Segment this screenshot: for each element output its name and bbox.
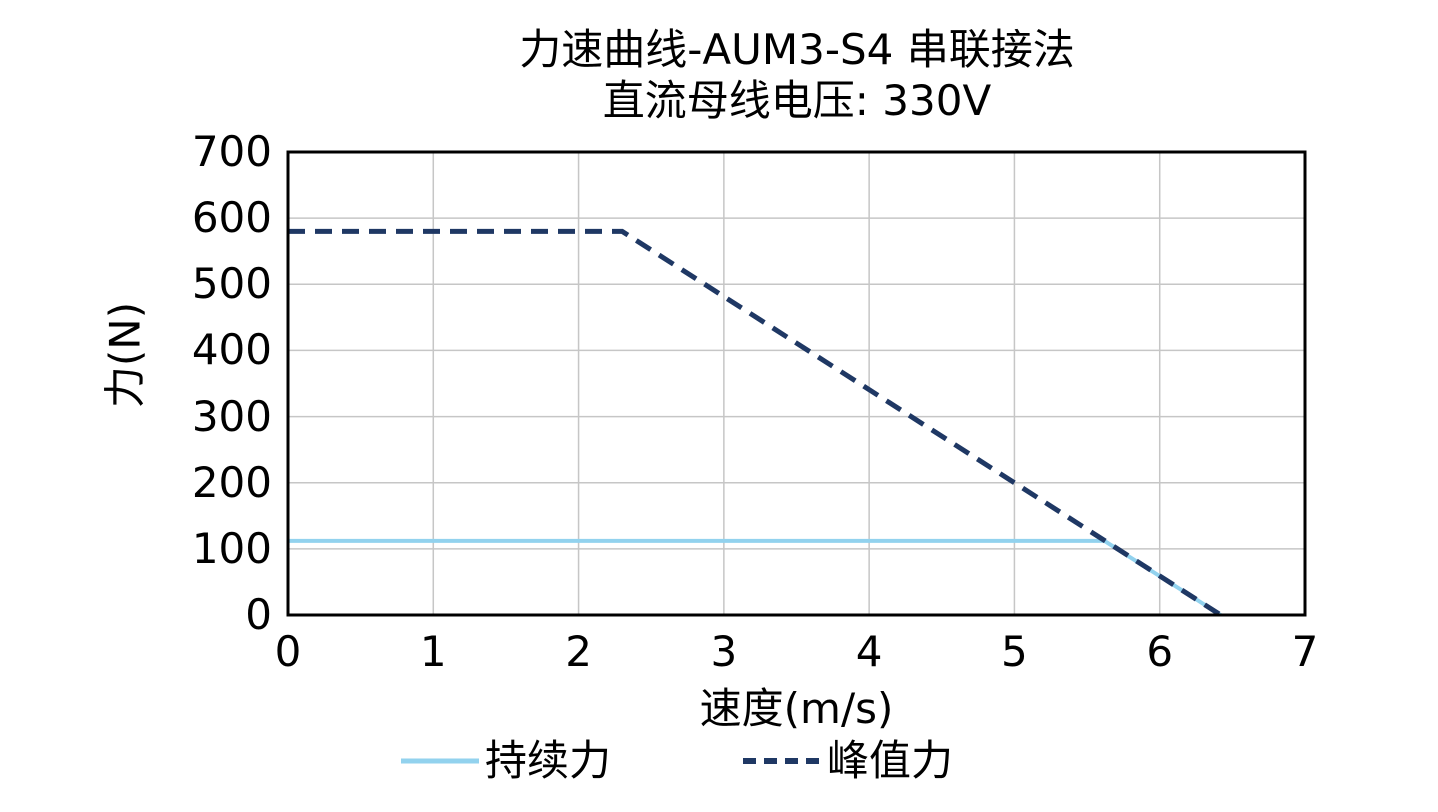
x-tick-label: 1 xyxy=(419,627,447,676)
y-tick-label: 100 xyxy=(191,523,272,573)
y-axis-tick-labels: 0 100 200 300 400 500 600 700 xyxy=(150,131,272,636)
y-tick-label: 200 xyxy=(191,457,272,507)
x-axis-tick-labels: 0 1 2 3 4 5 6 7 xyxy=(275,627,1319,677)
y-tick-label: 600 xyxy=(191,193,272,243)
y-tick-label: 500 xyxy=(191,259,272,309)
plot-border xyxy=(286,150,1307,617)
legend-item-continuous-force: 持续力 xyxy=(400,736,611,785)
legend: 持续力 峰值力 xyxy=(0,740,1396,782)
x-tick-label: 5 xyxy=(1001,627,1028,676)
y-tick-label: 0 xyxy=(245,590,272,639)
continuous-force-line xyxy=(288,538,1222,617)
y-tick-label: 300 xyxy=(191,391,272,441)
x-tick-label: 7 xyxy=(1291,627,1319,676)
continuous-force-legend-swatch xyxy=(400,758,479,764)
x-tick-label: 4 xyxy=(855,627,883,676)
continuous-force-legend-label: 持续力 xyxy=(484,736,611,785)
peak-force-legend-label: 峰值力 xyxy=(827,736,954,785)
x-tick-label: 0 xyxy=(274,627,302,676)
y-axis-title: 力(N) xyxy=(100,301,150,409)
chart-title-line1: 力速曲线-AUM3-S4 串联接法 xyxy=(519,25,1075,74)
x-tick-label: 6 xyxy=(1146,627,1174,676)
peak-force-line xyxy=(288,228,1223,618)
x-tick-label: 2 xyxy=(565,627,592,676)
y-tick-label: 700 xyxy=(191,127,272,176)
peak-force-legend-swatch xyxy=(743,758,821,764)
x-tick-label: 3 xyxy=(710,627,738,676)
chart-title: 力速曲线-AUM3-S4 串联接法 直流母线电压: 330V xyxy=(0,24,1438,126)
legend-item-peak-force: 峰值力 xyxy=(743,740,953,782)
x-axis-title: 速度(m/s) xyxy=(699,684,894,733)
chart-title-line2: 直流母线电压: 330V xyxy=(602,76,992,126)
y-tick-label: 400 xyxy=(191,325,272,375)
plot-area xyxy=(286,150,1307,618)
